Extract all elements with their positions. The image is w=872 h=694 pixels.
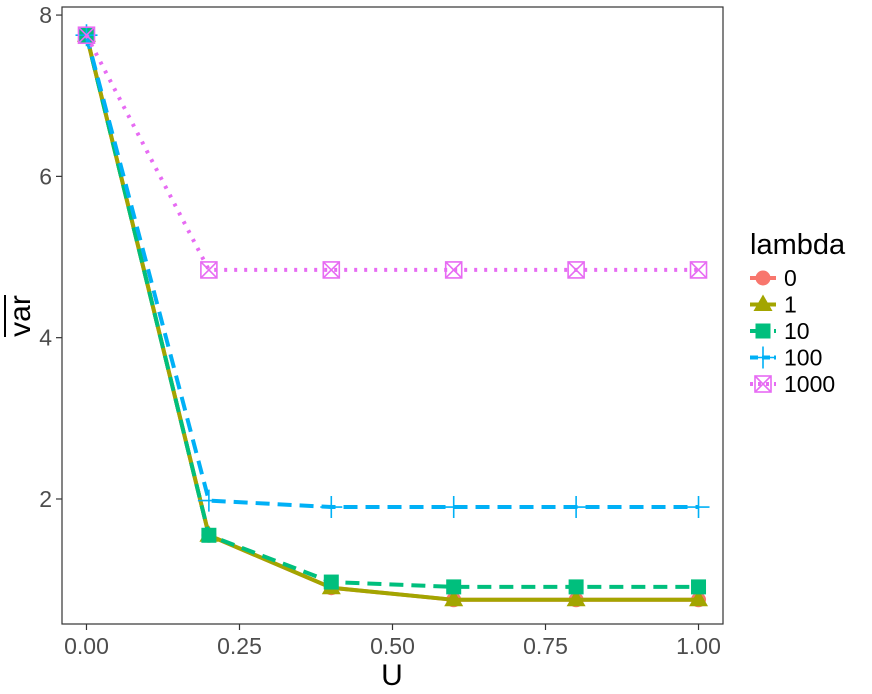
- marker-triangle: [444, 589, 464, 607]
- legend-item-0: 0: [750, 265, 797, 291]
- marker-boxx: [567, 261, 585, 279]
- marker-triangle: [566, 589, 586, 607]
- y-tick-label: 6: [39, 163, 52, 189]
- x-tick-label: 0.00: [64, 633, 109, 659]
- plot-panel: [61, 6, 724, 625]
- y-axis-title: var: [4, 295, 37, 337]
- series-layer: [75, 24, 710, 608]
- marker-triangle: [753, 294, 773, 311]
- marker-square: [446, 579, 462, 595]
- marker-plus: [687, 496, 710, 519]
- marker-boxx: [200, 261, 218, 279]
- legend-item-1000: 1000: [750, 371, 835, 397]
- legend-label: 100: [784, 345, 822, 371]
- marker-boxx: [322, 261, 341, 279]
- marker-square: [755, 323, 771, 339]
- marker-boxx: [754, 375, 772, 393]
- x-tick-label: 0.50: [370, 633, 415, 659]
- legend-label: 10: [784, 318, 810, 344]
- marker-boxx-cross: [754, 375, 772, 393]
- legend-item-10: 10: [750, 318, 810, 344]
- marker-square: [691, 579, 707, 595]
- marker-circle: [755, 270, 771, 286]
- legend-item-1: 1: [750, 292, 797, 318]
- marker-boxx-cross: [689, 261, 708, 279]
- x-axis-title: U: [381, 659, 403, 692]
- marker-boxx: [444, 261, 463, 279]
- marker-plus: [442, 496, 465, 519]
- marker-boxx-cross: [322, 261, 340, 279]
- marker-plus: [320, 496, 343, 519]
- marker-boxx-cross: [567, 261, 585, 279]
- marker-boxx: [689, 261, 708, 279]
- series-line-100: [84, 34, 699, 510]
- legend-label: 1000: [784, 371, 835, 397]
- axis-layer: 0.00 0.25 0.50 0.75 1.00 2 4 6 8: [39, 2, 721, 659]
- marker-boxx-cross: [200, 261, 218, 279]
- marker-plus: [752, 346, 774, 369]
- y-axis-title-group: var: [4, 295, 37, 337]
- legend-label: 1: [784, 292, 797, 318]
- marker-boxx: [77, 26, 96, 45]
- series-line-10: [84, 34, 699, 589]
- marker-plus: [565, 496, 588, 519]
- marker-square: [568, 579, 584, 595]
- marker-boxx-cross: [445, 261, 463, 279]
- marker-square: [201, 527, 217, 543]
- legend-item-100: 100: [750, 345, 822, 371]
- series-100: [75, 24, 710, 519]
- x-tick-label: 0.25: [217, 633, 262, 659]
- series-line-1000: [84, 34, 699, 272]
- y-tick-label: 8: [39, 2, 52, 28]
- legend-title: lambda: [750, 229, 846, 261]
- y-tick-label: 2: [39, 486, 52, 512]
- marker-triangle: [689, 589, 709, 607]
- x-tick-label: 0.75: [523, 633, 568, 659]
- marker-plus: [197, 489, 220, 512]
- marker-square: [323, 574, 339, 590]
- x-tick-label: 1.00: [676, 633, 721, 659]
- y-tick-label: 4: [39, 325, 52, 351]
- series-1000: [77, 26, 708, 279]
- legend-label: 0: [784, 265, 797, 291]
- marker-boxx-cross: [77, 26, 96, 44]
